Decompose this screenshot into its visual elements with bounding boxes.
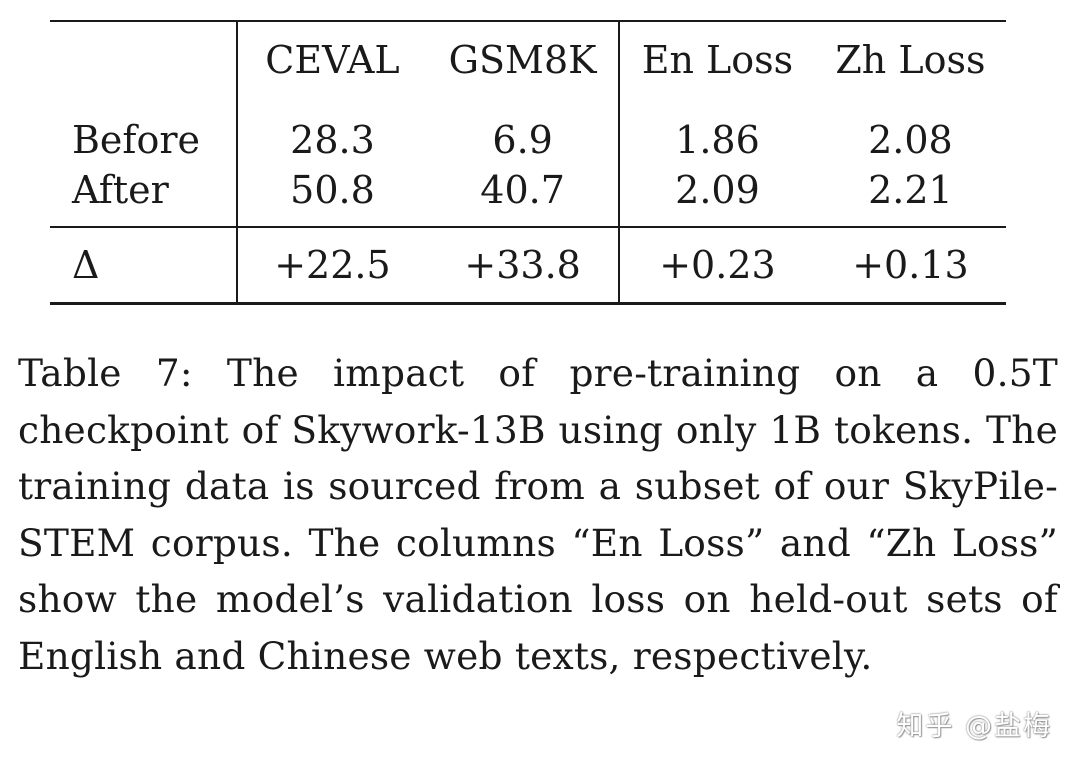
cell-delta-zh-loss: +0.13 bbox=[852, 243, 969, 287]
cell-after-zh-loss: 2.21 bbox=[868, 168, 953, 212]
header-ceval: CEVAL bbox=[265, 38, 400, 82]
row-label-delta: Δ bbox=[50, 227, 238, 304]
cell-before-gsm8k: 6.9 bbox=[427, 98, 621, 164]
cell-after-ceval: 50.8 bbox=[290, 168, 375, 212]
cell-after-gsm8k: 40.7 bbox=[427, 164, 621, 227]
header-empty-cell bbox=[50, 21, 238, 98]
cell-before-en-loss: 1.86 bbox=[675, 118, 760, 162]
table-row-after: After 50.8 40.7 2.09 2.21 bbox=[50, 164, 1006, 227]
cell-after-en-loss: 2.09 bbox=[675, 168, 760, 212]
table-caption: Table 7: The impact of pre-training on a… bbox=[18, 351, 1058, 678]
cell-before-zh-loss: 2.08 bbox=[868, 118, 953, 162]
table-row-before: Before 28.3 6.9 1.86 2.08 bbox=[50, 98, 1006, 164]
results-table: CEVAL GSM8K En Loss Zh Loss Before 28.3 … bbox=[50, 20, 1006, 305]
results-table-container: CEVAL GSM8K En Loss Zh Loss Before 28.3 … bbox=[50, 20, 1006, 305]
cell-delta-ceval: +22.5 bbox=[274, 243, 391, 287]
cell-delta-gsm8k: +33.8 bbox=[427, 227, 621, 304]
table-row-delta: Δ +22.5 +33.8 +0.23 +0.13 bbox=[50, 227, 1006, 304]
row-label-before: Before bbox=[50, 98, 238, 164]
header-en-loss: En Loss bbox=[641, 38, 794, 82]
header-gsm8k: GSM8K bbox=[427, 21, 621, 98]
cell-before-ceval: 28.3 bbox=[290, 118, 375, 162]
watermark: 知乎 @盐梅 bbox=[896, 711, 1052, 742]
header-zh-loss: Zh Loss bbox=[835, 38, 986, 82]
cell-delta-en-loss: +0.23 bbox=[659, 243, 776, 287]
table-header-row: CEVAL GSM8K En Loss Zh Loss bbox=[50, 21, 1006, 98]
row-label-after: After bbox=[50, 164, 238, 227]
